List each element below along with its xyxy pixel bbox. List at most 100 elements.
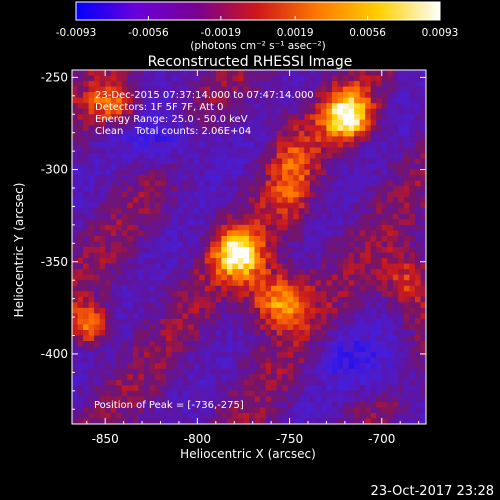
image-pixel (414, 92, 421, 99)
image-pixel (243, 175, 250, 182)
image-pixel (271, 81, 278, 87)
image-pixel (387, 274, 394, 281)
image-pixel (370, 374, 377, 381)
image-pixel (177, 285, 184, 292)
image-pixel (221, 70, 228, 76)
image-pixel (110, 324, 117, 331)
image-pixel (72, 219, 78, 226)
image-pixel (105, 335, 112, 342)
image-pixel (304, 324, 311, 331)
image-pixel (177, 329, 184, 336)
image-pixel (232, 191, 239, 198)
image-pixel (354, 396, 361, 403)
image-pixel (138, 407, 145, 414)
image-pixel (105, 86, 112, 93)
image-pixel (376, 86, 383, 93)
image-pixel (370, 401, 377, 408)
image-pixel (392, 412, 399, 419)
image-pixel (199, 97, 206, 104)
image-pixel (414, 274, 421, 281)
image-pixel (215, 296, 222, 303)
image-pixel (392, 158, 399, 165)
image-pixel (376, 81, 383, 87)
image-pixel (116, 224, 123, 231)
image-pixel (166, 119, 172, 126)
image-pixel (204, 141, 211, 148)
image-pixel (320, 335, 327, 342)
image-pixel (199, 374, 206, 381)
image-pixel (315, 152, 322, 159)
image-pixel (387, 363, 394, 370)
image-pixel (260, 197, 266, 204)
image-pixel (193, 119, 200, 126)
image-pixel (177, 180, 184, 187)
image-pixel (376, 175, 383, 182)
image-pixel (94, 385, 101, 392)
image-pixel (376, 108, 383, 115)
image-pixel (99, 379, 106, 386)
image-pixel (204, 219, 211, 226)
image-pixel (149, 81, 156, 87)
image-pixel (116, 130, 123, 137)
image-pixel (309, 407, 316, 414)
image-pixel (221, 169, 228, 176)
image-pixel (237, 363, 244, 370)
image-pixel (77, 241, 84, 248)
image-pixel (83, 307, 89, 314)
image-pixel (215, 158, 222, 165)
image-pixel (83, 75, 89, 82)
image-pixel (116, 75, 123, 82)
image-pixel (182, 197, 189, 204)
image-pixel (116, 269, 123, 276)
image-pixel (387, 235, 394, 242)
image-pixel (398, 302, 405, 309)
image-pixel (154, 357, 161, 364)
image-pixel (376, 329, 383, 336)
image-pixel (127, 324, 134, 331)
image-pixel (254, 357, 261, 364)
image-pixel (337, 335, 344, 342)
image-pixel (243, 119, 250, 126)
image-pixel (166, 241, 172, 248)
image-pixel (265, 125, 272, 132)
image-pixel (88, 230, 95, 237)
image-pixel (138, 147, 145, 154)
image-pixel (381, 164, 388, 170)
image-pixel (138, 186, 145, 193)
image-pixel (215, 191, 222, 198)
image-pixel (116, 186, 123, 193)
image-pixel (343, 346, 349, 353)
image-pixel (309, 152, 316, 159)
image-pixel (237, 291, 244, 298)
image-pixel (221, 296, 228, 303)
image-pixel (276, 86, 283, 93)
image-pixel (359, 103, 366, 110)
image-pixel (116, 346, 123, 353)
image-pixel (132, 169, 139, 176)
image-pixel (260, 269, 266, 276)
image-pixel (271, 191, 278, 198)
image-pixel (326, 191, 333, 198)
image-pixel (287, 346, 294, 353)
image-pixel (105, 368, 112, 375)
image-pixel (298, 285, 305, 292)
image-pixel (409, 224, 416, 231)
image-pixel (138, 130, 145, 137)
image-pixel (171, 374, 178, 381)
image-pixel (221, 335, 228, 342)
image-pixel (392, 147, 399, 154)
image-pixel (398, 97, 405, 104)
image-pixel (166, 407, 172, 414)
image-pixel (398, 329, 405, 336)
image-pixel (149, 258, 156, 264)
image-pixel (226, 352, 233, 359)
image-pixel (243, 224, 250, 231)
image-pixel (276, 390, 283, 397)
image-pixel (365, 385, 372, 392)
image-pixel (166, 247, 172, 253)
image-pixel (365, 164, 372, 170)
colorbar-tick-label: -0.0019 (201, 27, 242, 39)
image-pixel (387, 269, 394, 276)
image-pixel (83, 407, 89, 414)
image-pixel (376, 191, 383, 198)
